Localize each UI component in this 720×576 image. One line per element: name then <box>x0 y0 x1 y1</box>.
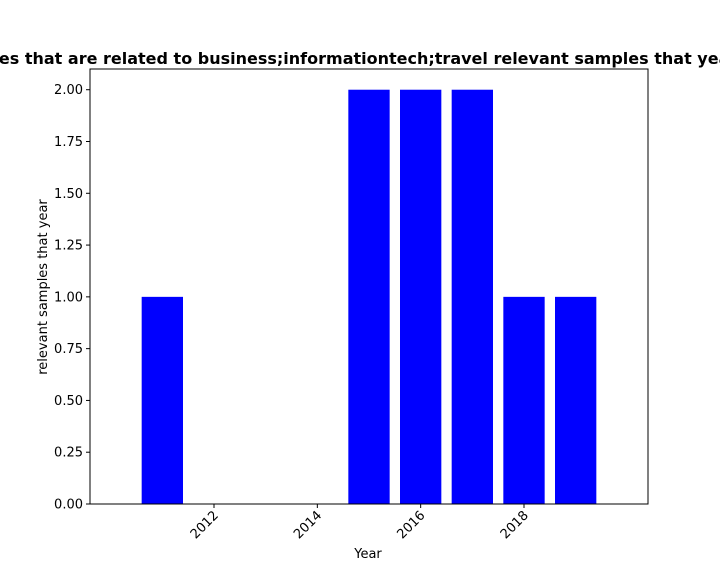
bar-2016 <box>400 89 442 504</box>
y-tick-label: 0.50 <box>54 394 83 409</box>
y-tick-label: 1.75 <box>54 135 83 150</box>
chart-title: Number of samples that are related to bu… <box>0 49 720 68</box>
x-tick-label: 2018 <box>498 508 532 542</box>
x-tick-label: 2014 <box>291 508 325 542</box>
bar-2019 <box>555 296 597 504</box>
x-tick-label: 2016 <box>394 508 428 542</box>
y-tick-label: 1.00 <box>54 290 83 305</box>
bar-2015 <box>348 89 390 504</box>
bars-group <box>141 89 597 504</box>
y-tick-label: 1.50 <box>54 187 83 202</box>
x-axis: 2012 2014 2016 2018 <box>188 504 532 542</box>
plot-area-frame <box>89 68 649 505</box>
x-axis-label: Year <box>353 547 382 562</box>
y-tick-label: 2.00 <box>54 83 83 98</box>
bar-2011 <box>141 296 183 504</box>
x-tick-label: 2012 <box>188 508 222 542</box>
y-tick-label: 0.25 <box>54 446 83 461</box>
y-tick-label: 0.00 <box>54 498 83 513</box>
y-tick-label: 1.25 <box>54 239 83 254</box>
y-tick-label: 0.75 <box>54 342 83 357</box>
y-axis: 0.00 0.25 0.50 0.75 1.00 1.25 1.50 1.75 2.00 <box>54 83 90 513</box>
bar-2017 <box>451 89 493 504</box>
bar-2018 <box>503 296 545 504</box>
y-axis-label: relevant samples that year <box>36 199 51 375</box>
